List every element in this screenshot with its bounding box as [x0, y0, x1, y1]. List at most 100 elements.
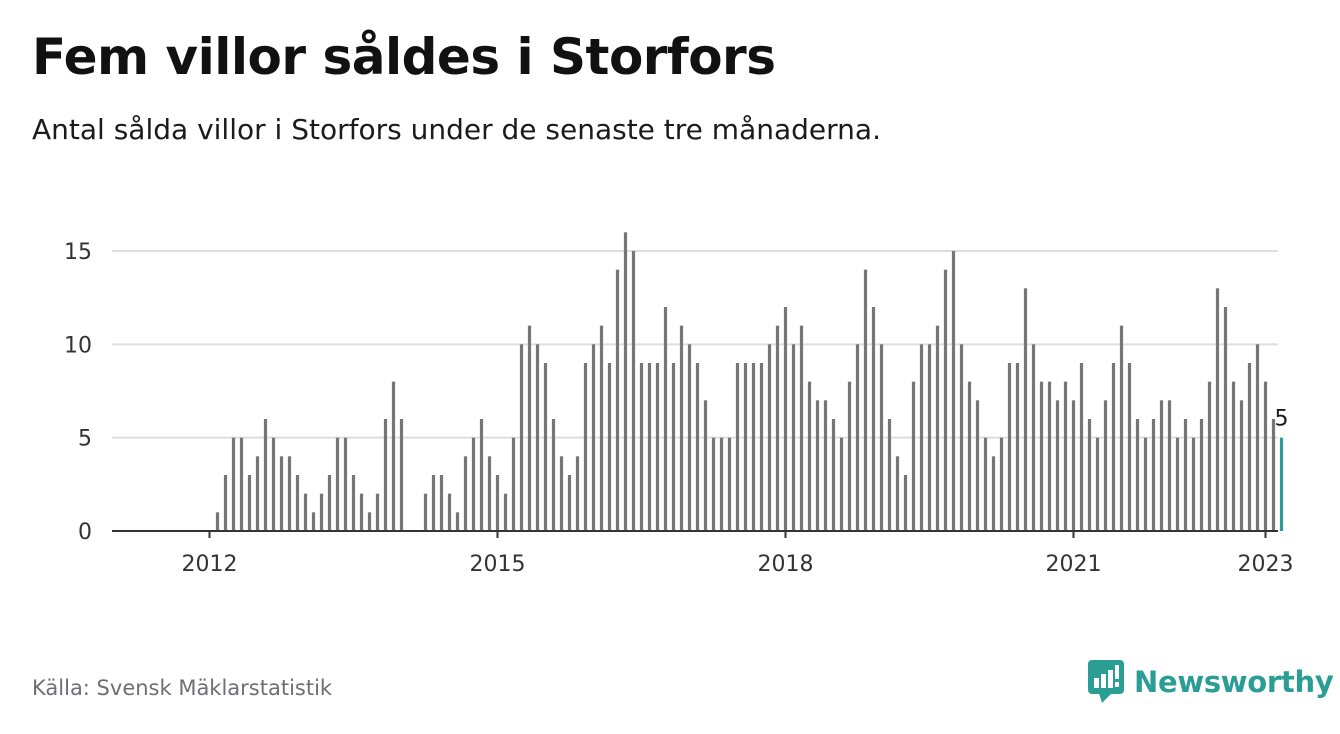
bar	[287, 456, 292, 531]
bars	[215, 232, 1284, 532]
bar	[783, 307, 788, 531]
bar	[311, 512, 316, 531]
bar	[679, 325, 684, 531]
bar	[423, 493, 428, 531]
bar	[239, 437, 244, 531]
bar	[639, 363, 644, 531]
bar	[1127, 363, 1132, 531]
bar	[775, 325, 780, 531]
bar	[351, 475, 356, 531]
chart-subtitle: Antal sålda villor i Storfors under de s…	[32, 113, 881, 146]
bar	[527, 325, 532, 531]
bar	[855, 344, 860, 531]
bar	[703, 400, 708, 531]
bar	[383, 419, 388, 531]
bar	[1239, 400, 1244, 531]
bar	[559, 456, 564, 531]
source-note: Källa: Svensk Mäklarstatistik	[32, 676, 333, 700]
bar	[519, 344, 524, 531]
bar	[335, 437, 340, 531]
bar	[1183, 419, 1188, 531]
bar	[807, 381, 812, 531]
bar	[671, 363, 676, 531]
bar	[1007, 363, 1012, 531]
bar	[535, 344, 540, 531]
brand-name: Newsworthy	[1134, 665, 1334, 699]
bar	[279, 456, 284, 531]
bar	[1207, 381, 1212, 531]
bar	[303, 493, 308, 531]
brand-logo[interactable]: Newsworthy	[1088, 660, 1334, 704]
bar	[767, 344, 772, 531]
bar	[319, 493, 324, 531]
bar	[1151, 419, 1156, 531]
bar	[511, 437, 516, 531]
bar	[575, 456, 580, 531]
bar	[599, 325, 604, 531]
bar	[1095, 437, 1100, 531]
bar	[727, 437, 732, 531]
bar	[1063, 381, 1068, 531]
bar	[967, 381, 972, 531]
x-tick-label: 2018	[758, 552, 814, 577]
bar	[447, 493, 452, 531]
bar	[1111, 363, 1116, 531]
bar	[607, 363, 612, 531]
bar	[919, 344, 924, 531]
bar	[815, 400, 820, 531]
axes: 0 5 10 15 5 2012 2015 2018 2021 2023	[64, 240, 1294, 577]
bar	[543, 363, 548, 531]
bar	[1031, 344, 1036, 531]
bar	[263, 419, 268, 531]
bar	[759, 363, 764, 531]
bar	[487, 456, 492, 531]
bar	[503, 493, 508, 531]
bar	[1215, 288, 1220, 531]
bar	[359, 493, 364, 531]
bar	[927, 344, 932, 531]
bar	[655, 363, 660, 531]
bar	[551, 419, 556, 531]
bar	[951, 251, 956, 531]
bar	[1055, 400, 1060, 531]
bar	[479, 419, 484, 531]
bar	[1167, 400, 1172, 531]
bar	[1087, 419, 1092, 531]
bar	[687, 344, 692, 531]
bar	[1255, 344, 1260, 531]
bar	[1103, 400, 1108, 531]
bar	[455, 512, 460, 531]
bar	[471, 437, 476, 531]
bar	[271, 437, 276, 531]
x-tick-label: 2023	[1238, 552, 1294, 577]
bar	[975, 400, 980, 531]
bar	[943, 269, 948, 531]
bar	[215, 512, 220, 531]
bar	[903, 475, 908, 531]
bar	[1191, 437, 1196, 531]
y-tick-label: 15	[64, 240, 92, 265]
bar-latest	[1279, 437, 1284, 531]
x-tick-label: 2021	[1046, 552, 1102, 577]
bar	[223, 475, 228, 531]
bar	[1119, 325, 1124, 531]
bar	[1143, 437, 1148, 531]
bar	[375, 493, 380, 531]
bar	[911, 381, 916, 531]
bar	[791, 344, 796, 531]
bar	[879, 344, 884, 531]
bar	[711, 437, 716, 531]
bar	[343, 437, 348, 531]
bar	[735, 363, 740, 531]
bar	[887, 419, 892, 531]
latest-value-label: 5	[1275, 407, 1289, 432]
bar	[863, 269, 868, 531]
bar	[839, 437, 844, 531]
bar	[751, 363, 756, 531]
bar	[959, 344, 964, 531]
bar	[1247, 363, 1252, 531]
bar	[743, 363, 748, 531]
bar	[1015, 363, 1020, 531]
bar	[935, 325, 940, 531]
